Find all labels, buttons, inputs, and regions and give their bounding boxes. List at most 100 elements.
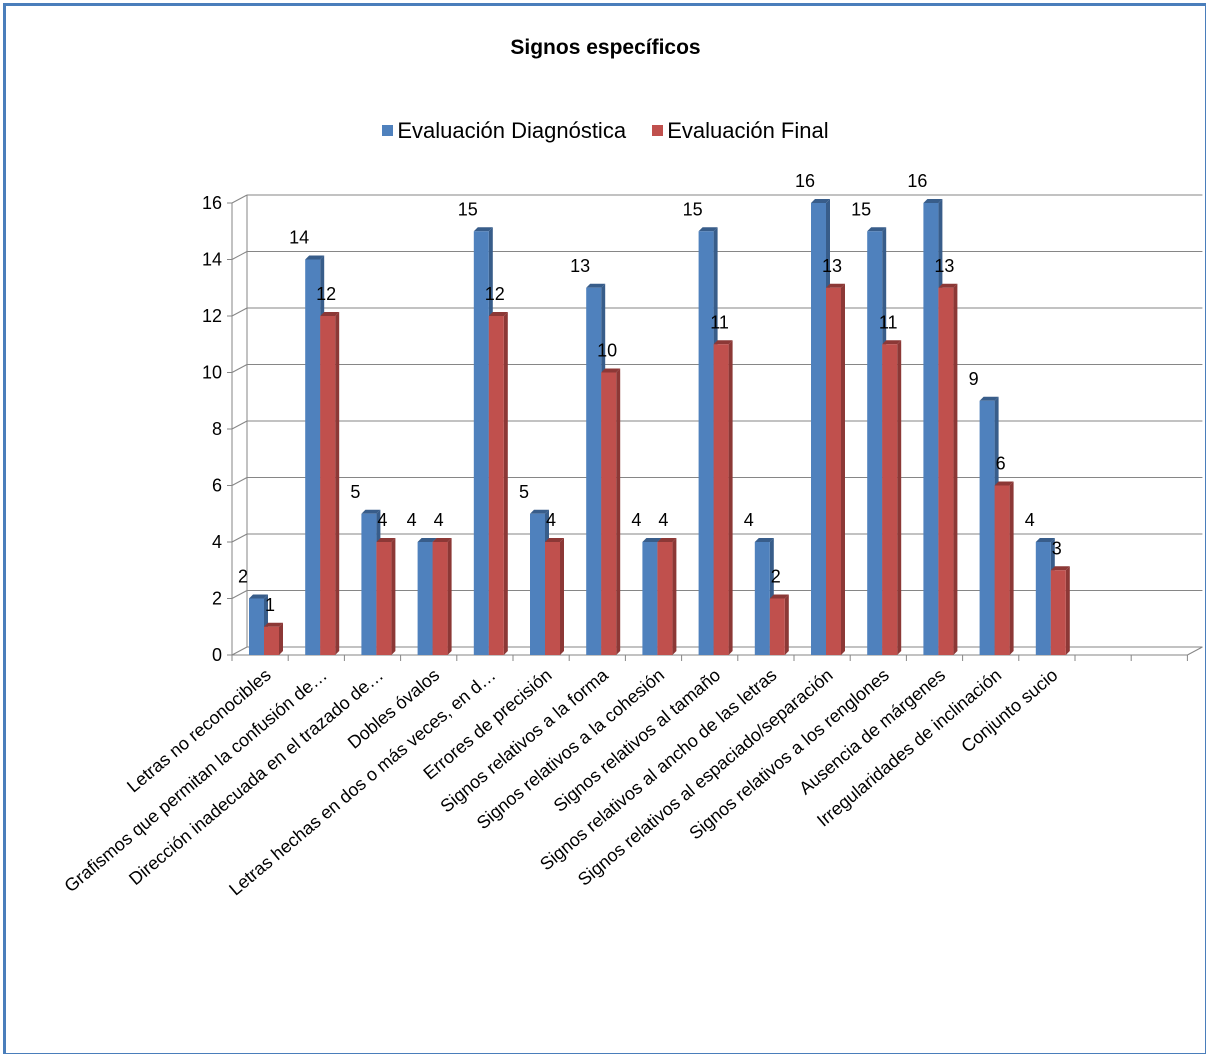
bar-final <box>320 312 340 655</box>
bar-diagnostica-top <box>1035 538 1055 542</box>
bar-final-side <box>841 283 845 655</box>
bar-diagnostica-front <box>867 231 883 655</box>
data-label-diagnostica: 9 <box>969 369 979 389</box>
data-label-diagnostica: 5 <box>519 482 529 502</box>
bar-final-front <box>376 542 392 655</box>
bar-diagnostica-front <box>530 513 545 655</box>
data-label-diagnostica: 2 <box>238 567 248 587</box>
bar-final-top <box>432 538 452 542</box>
y-tick-label: 4 <box>212 532 222 552</box>
data-label-diagnostica: 4 <box>631 510 641 530</box>
data-label-diagnostica: 15 <box>683 199 703 219</box>
bar-final-side <box>728 340 733 655</box>
bar-diagnostica-front <box>417 542 433 655</box>
category-label: Conjunto sucio <box>957 665 1061 757</box>
bar-diagnostica-top <box>305 255 325 260</box>
data-label-diagnostica: 15 <box>458 199 478 219</box>
bar-final-side <box>784 594 789 655</box>
legend-swatch-final <box>652 125 664 136</box>
bar-diagnostica-top <box>361 509 381 514</box>
legend-item-final: Evaluación Final <box>652 117 829 144</box>
bar-final-side <box>391 538 396 655</box>
gridline-depth <box>231 307 248 317</box>
bar-final-front <box>601 372 617 655</box>
chart-frame <box>3 3 1206 1054</box>
data-label-final: 11 <box>710 312 729 332</box>
category-label: Grafismos que permitan la confusión de… <box>60 665 330 896</box>
bar-diagnostica-top <box>417 538 437 542</box>
bar-final-top <box>1050 566 1070 571</box>
bar-final-top <box>545 538 564 542</box>
bar-final-top <box>657 538 677 542</box>
y-tick-label: 6 <box>212 476 222 496</box>
bar-final <box>657 538 677 655</box>
bar-diagnostica-top <box>867 227 887 232</box>
data-label-final: 4 <box>546 510 556 530</box>
bar-final-front <box>1050 570 1066 655</box>
bar-final <box>376 538 396 655</box>
bar-final <box>938 283 958 655</box>
data-label-diagnostica: 16 <box>795 171 815 191</box>
gridline-depth <box>231 646 248 656</box>
bar-final-side <box>503 312 508 655</box>
bar-final-top <box>320 312 340 316</box>
bar-diagnostica-top <box>530 509 549 514</box>
bar-final-top <box>882 340 902 345</box>
gridline-depth <box>231 194 248 204</box>
data-label-final: 13 <box>822 256 842 276</box>
bar-diagnostica-front <box>361 513 377 655</box>
bar-final-top <box>826 283 845 288</box>
y-tick-label: 10 <box>202 363 222 383</box>
bar-diagnostica-front <box>811 203 826 655</box>
legend-label-diagnostica: Evaluación Diagnóstica <box>397 117 627 143</box>
bar-diagnostica-top <box>979 396 999 401</box>
bar-diagnostica-front <box>698 231 714 655</box>
data-label-diagnostica: 13 <box>570 256 590 276</box>
data-label-final: 3 <box>1052 538 1062 558</box>
bar-final-side <box>1009 481 1014 655</box>
bar-final <box>545 538 564 655</box>
bar-diagnostica-front <box>586 287 602 655</box>
bar-final-side <box>672 538 677 655</box>
bar-final <box>601 368 621 655</box>
category-label: Signos relativos al espaciado/separación <box>574 665 837 890</box>
bar-final <box>713 340 733 655</box>
bar-final-top <box>713 340 733 345</box>
legend-item-diagnostica: Evaluación Diagnóstica <box>382 118 626 144</box>
y-tick-label: 14 <box>202 250 222 270</box>
y-tick-label: 12 <box>202 306 222 326</box>
data-label-final: 13 <box>934 256 954 276</box>
bar-final <box>826 283 845 655</box>
bar-diagnostica-front <box>754 542 770 655</box>
bar-final-top <box>994 481 1014 486</box>
gridline-depth <box>231 477 248 486</box>
bar-diagnostica-top <box>698 227 718 232</box>
bar-final-front <box>769 598 785 655</box>
data-label-diagnostica: 4 <box>407 510 417 530</box>
gridline-depth <box>231 590 248 599</box>
data-label-final: 6 <box>996 454 1006 474</box>
data-label-final: 4 <box>658 510 668 530</box>
data-label-diagnostica: 5 <box>350 482 360 502</box>
floor-right-edge <box>1187 646 1203 656</box>
data-label-final: 1 <box>265 595 275 615</box>
bar-final-front <box>657 542 673 655</box>
data-label-final: 10 <box>597 341 617 361</box>
bar-final-top <box>264 622 283 627</box>
bar-final-side <box>897 340 902 655</box>
bar-final-top <box>769 594 789 599</box>
legend: Evaluación Diagnóstica Evaluación Final <box>0 116 1211 144</box>
legend-label-final: Evaluación Final <box>667 117 829 143</box>
bar-diagnostica-top <box>754 538 774 542</box>
chart-title: Signos específicos <box>510 36 701 59</box>
data-label-final: 4 <box>434 510 444 530</box>
data-label-final: 12 <box>485 284 505 304</box>
bar-final-front <box>826 287 841 655</box>
bar-diagnostica-front <box>923 203 939 655</box>
data-label-diagnostica: 4 <box>744 510 754 530</box>
bar-final <box>769 594 789 655</box>
bar-final-side <box>447 538 452 655</box>
bar-diagnostica-front <box>473 231 489 655</box>
bar-final <box>1050 566 1070 655</box>
